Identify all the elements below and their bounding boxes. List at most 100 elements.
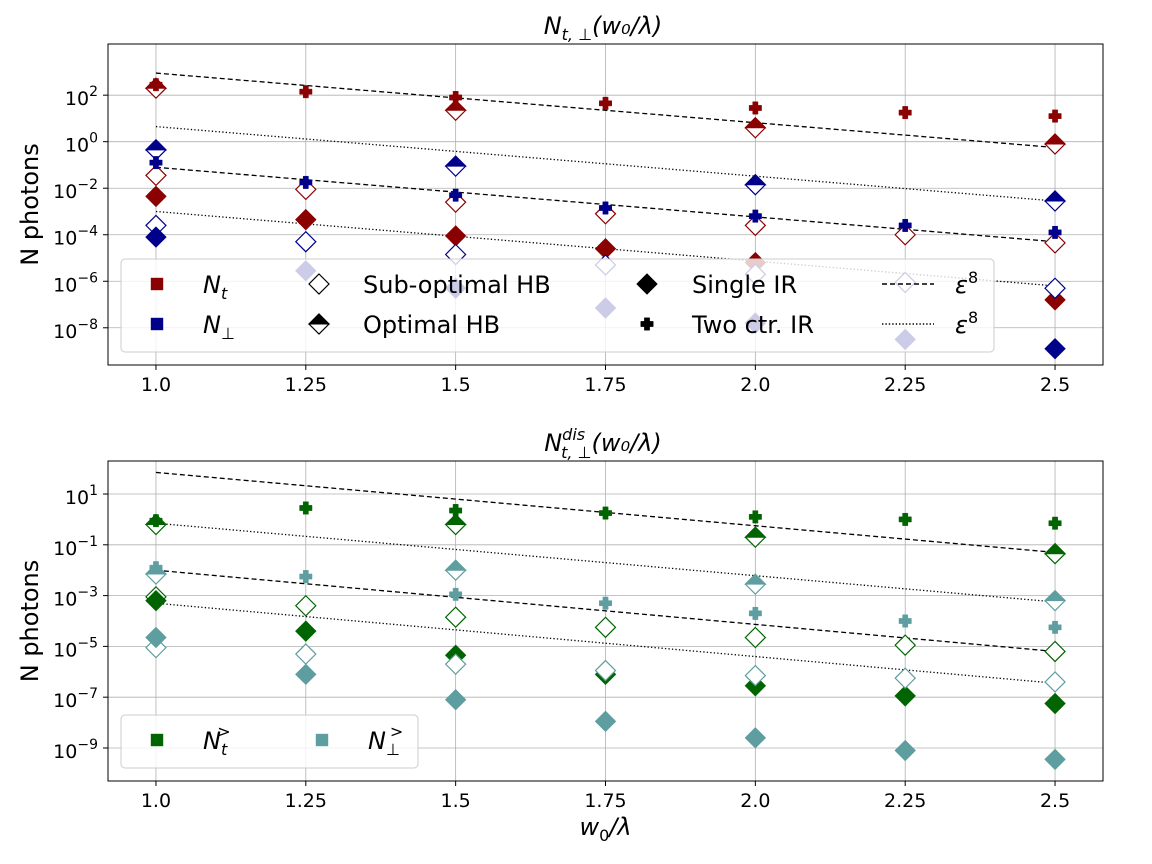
data-point xyxy=(444,606,467,629)
legend-marker xyxy=(640,317,654,331)
data-point xyxy=(295,663,317,686)
data-point xyxy=(594,659,617,682)
legend-marker xyxy=(308,273,330,295)
data-point xyxy=(594,710,617,733)
y-tick-label: 10−2 xyxy=(53,177,98,203)
data-point xyxy=(748,209,762,223)
data-point xyxy=(145,626,167,649)
data-point xyxy=(1044,277,1066,300)
data-point xyxy=(744,664,767,687)
x-tick-label: 1.0 xyxy=(141,374,171,396)
data-point xyxy=(1044,692,1066,715)
legend-label: Optimal HB xyxy=(363,311,500,339)
x-tick-label: 1.5 xyxy=(441,374,471,396)
data-point xyxy=(894,739,916,762)
legend-marker xyxy=(150,277,164,291)
legend-label: ε8 xyxy=(955,268,978,299)
data-point xyxy=(1044,232,1066,254)
data-point xyxy=(1048,225,1062,239)
data-point xyxy=(599,506,612,520)
legend-box xyxy=(120,714,419,769)
data-point xyxy=(744,626,767,649)
legend-marker xyxy=(150,733,164,747)
data-point xyxy=(748,510,762,524)
data-point xyxy=(894,667,917,689)
y-tick-label: 10−7 xyxy=(53,686,98,712)
x-tick-label: 2.0 xyxy=(740,374,770,396)
legend-label: Nt> xyxy=(203,722,231,759)
x-tick-label: 2.25 xyxy=(884,790,926,812)
series-n-t-two-ctr-ir xyxy=(149,78,1062,123)
data-point xyxy=(444,155,467,177)
data-point xyxy=(299,501,313,515)
x-axis-label: w0/λ xyxy=(579,813,631,845)
data-point xyxy=(444,653,467,676)
data-point xyxy=(145,226,167,248)
data-point xyxy=(894,223,917,246)
chart-title: Nt, ⊥(w₀/λ) xyxy=(544,12,663,44)
data-point xyxy=(748,101,762,115)
data-point xyxy=(149,561,163,575)
y-tick-label: 10−3 xyxy=(53,585,98,611)
data-point xyxy=(1044,640,1066,663)
data-point xyxy=(149,156,163,170)
eps8-dashed-line xyxy=(155,72,1056,149)
series-n-two-ctr-ir xyxy=(149,156,1062,239)
data-point xyxy=(744,173,767,196)
y-tick-label: 10−6 xyxy=(53,270,98,296)
data-point xyxy=(294,594,317,617)
chart-panel-2: 1.0 1.25 1.5 1.75 2.0 2.25 2.5 10−9 10−7 10−5 10−3… xyxy=(16,425,1104,845)
data-point xyxy=(145,185,167,208)
data-point xyxy=(444,513,467,536)
chart-panel-1: 1.0 1.25 1.5 1.75 2.0 2.25 2.5 10−8 10−6 10−4 10−2… xyxy=(16,12,1104,396)
data-point xyxy=(1044,338,1066,360)
legend-box xyxy=(120,258,995,353)
legend-marker xyxy=(315,733,329,747)
legend: Nt N⊥ Sub-optimal HB Optimal HB Single IR Two… xyxy=(120,258,995,353)
x-tick-label: 1.25 xyxy=(285,790,327,812)
data-point xyxy=(449,188,463,202)
data-point xyxy=(1048,109,1062,123)
data-point xyxy=(744,727,767,749)
data-point xyxy=(449,91,463,104)
legend-label: Single IR xyxy=(692,271,797,299)
data-point xyxy=(295,208,317,231)
data-point xyxy=(299,175,313,189)
data-point xyxy=(594,616,617,639)
data-point xyxy=(1048,620,1062,634)
y-tick-label: 10−4 xyxy=(53,224,98,250)
x-tick-label: 1.0 xyxy=(141,790,171,812)
data-point xyxy=(444,559,467,582)
x-tick-label: 2.0 xyxy=(740,790,770,812)
y-axis-label: N photons xyxy=(16,143,44,266)
series-n-single-ir xyxy=(145,626,1066,771)
data-point xyxy=(748,606,762,620)
series-n-sub-optimal-hb xyxy=(145,636,1066,693)
data-point xyxy=(149,514,163,528)
series-n-two-ctr-ir xyxy=(149,561,1062,634)
data-point xyxy=(898,614,912,628)
data-point xyxy=(1044,671,1066,693)
y-axis-label: N photons xyxy=(16,560,44,683)
data-point xyxy=(294,230,317,253)
legend-label: N⊥ xyxy=(203,311,235,343)
legend-label: ε8 xyxy=(955,308,978,339)
x-tick-label: 1.25 xyxy=(285,374,327,396)
x-tick-label: 2.25 xyxy=(884,374,926,396)
y-tick-label: 100 xyxy=(65,131,98,157)
x-tick-label: 1.75 xyxy=(584,374,626,396)
legend-label: Nt xyxy=(203,271,228,303)
data-point xyxy=(599,96,612,110)
data-point xyxy=(1048,516,1062,530)
data-point xyxy=(299,85,313,99)
y-tick-label: 10−9 xyxy=(53,737,98,763)
data-point xyxy=(295,620,317,642)
data-point xyxy=(444,225,467,247)
data-point xyxy=(145,589,167,612)
x-tick-label: 1.5 xyxy=(441,790,471,812)
series-n-optimal-hb xyxy=(144,138,1067,212)
y-tick-label: 102 xyxy=(65,84,98,110)
data-point xyxy=(1043,542,1067,565)
data-point xyxy=(898,218,912,232)
data-point xyxy=(744,526,767,549)
